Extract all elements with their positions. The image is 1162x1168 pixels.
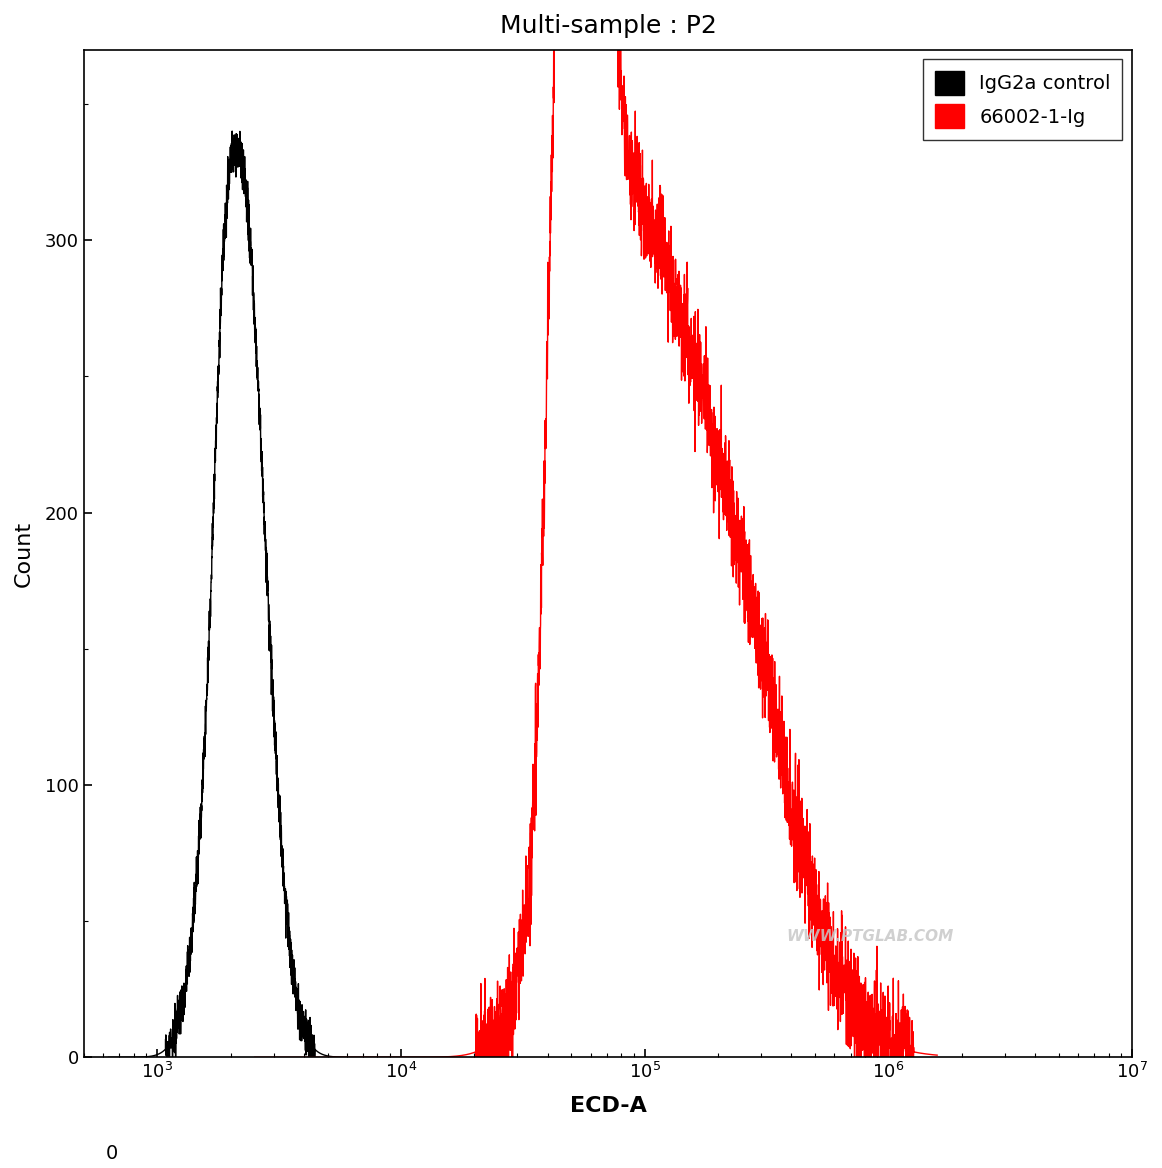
66002-1-Ig: [535, 545, 548, 559]
Line: IgG2a control: IgG2a control: [108, 131, 450, 1057]
IgG2a control: [436, 1050, 450, 1064]
66002-1-Ig: [248, 1050, 261, 1064]
Y-axis label: Count: Count: [14, 521, 34, 586]
IgG2a control: [225, 124, 239, 138]
IgG2a control: [232, 152, 246, 166]
Title: Multi-sample : P2: Multi-sample : P2: [500, 14, 717, 37]
66002-1-Ig: [931, 1048, 945, 1062]
IgG2a control: [248, 297, 261, 311]
66002-1-Ig: [469, 1050, 483, 1064]
66002-1-Ig: [876, 1006, 890, 1020]
IgG2a control: [400, 1050, 414, 1064]
Line: 66002-1-Ig: 66002-1-Ig: [254, 0, 938, 1057]
X-axis label: ECD-A: ECD-A: [569, 1097, 646, 1117]
Text: 0: 0: [106, 1145, 117, 1163]
IgG2a control: [160, 1050, 174, 1064]
IgG2a control: [443, 1050, 457, 1064]
IgG2a control: [141, 1050, 155, 1064]
66002-1-Ig: [540, 334, 554, 348]
IgG2a control: [101, 1050, 115, 1064]
66002-1-Ig: [910, 1045, 924, 1059]
66002-1-Ig: [744, 568, 758, 582]
Legend: IgG2a control, 66002-1-Ig: IgG2a control, 66002-1-Ig: [923, 60, 1122, 140]
IgG2a control: [160, 1036, 174, 1050]
Text: WWW.PTGLAB.COM: WWW.PTGLAB.COM: [787, 929, 954, 944]
